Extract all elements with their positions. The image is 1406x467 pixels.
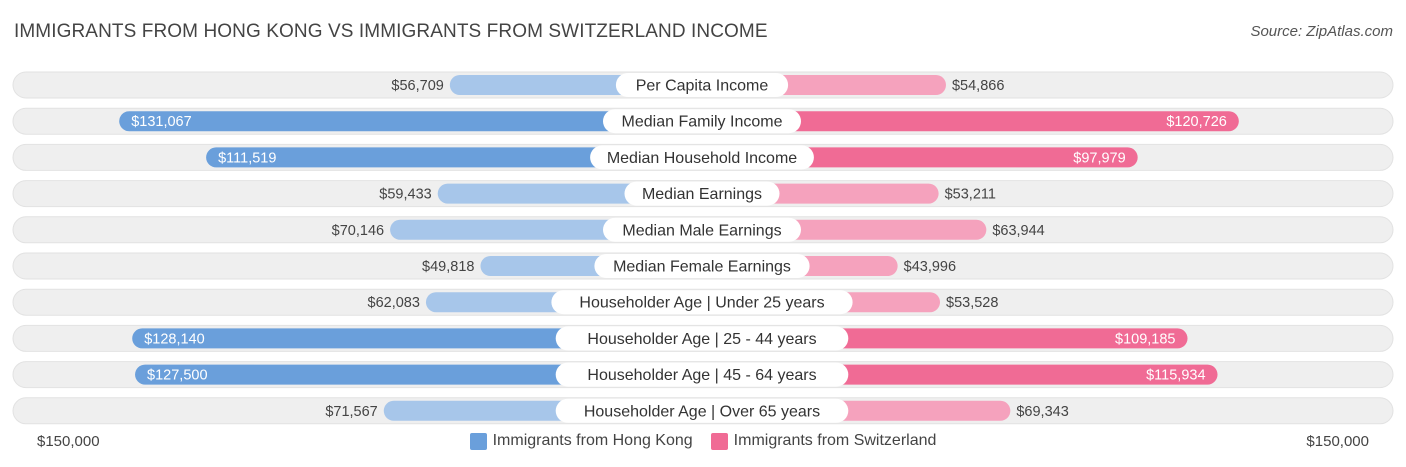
- category-label: Householder Age | 45 - 64 years: [587, 367, 816, 384]
- value-label-switzerland: $63,944: [992, 223, 1044, 239]
- value-label-switzerland: $54,866: [952, 78, 1004, 94]
- legend-swatch-hong-kong: [469, 432, 487, 450]
- category-pill: [615, 73, 789, 97]
- category-pill: [555, 362, 849, 387]
- value-label-switzerland: $69,343: [1016, 404, 1068, 420]
- value-label-switzerland: $120,726: [1166, 114, 1226, 130]
- value-label-hong-kong: $127,500: [147, 368, 207, 384]
- category-label: Median Household Income: [607, 150, 797, 167]
- category-pill: [555, 398, 849, 423]
- bar-hong-kong: [206, 147, 702, 168]
- category-label: Median Male Earnings: [622, 222, 781, 239]
- category-label: Householder Age | 25 - 44 years: [587, 331, 816, 348]
- bar-hong-kong: [119, 111, 703, 132]
- value-label-switzerland: $53,528: [946, 295, 998, 311]
- value-label-hong-kong: $128,140: [144, 331, 204, 347]
- bar-switzerland: [702, 111, 1239, 132]
- value-label-switzerland: $97,979: [1073, 150, 1125, 166]
- value-label-hong-kong: $70,146: [332, 223, 384, 239]
- value-label-switzerland: $115,934: [1146, 368, 1205, 384]
- legend-label-hong-kong: Immigrants from Hong Kong: [492, 432, 693, 449]
- legend-label-switzerland: Immigrants from Switzerland: [733, 432, 937, 449]
- value-label-hong-kong: $131,067: [131, 114, 191, 130]
- category-pill: [555, 326, 849, 351]
- category-pill: [624, 181, 780, 206]
- category-label: Median Female Earnings: [613, 259, 791, 276]
- category-pill: [603, 109, 801, 134]
- category-label: Householder Age | Over 65 years: [584, 403, 820, 420]
- chart-title: IMMIGRANTS FROM HONG KONG VS IMMIGRANTS …: [14, 21, 768, 42]
- value-label-hong-kong: $56,709: [391, 78, 443, 94]
- value-label-switzerland: $109,185: [1115, 331, 1175, 347]
- value-label-switzerland: $53,211: [945, 187, 996, 203]
- category-pill: [551, 290, 853, 315]
- axis-left-label: $150,000: [37, 433, 100, 450]
- legend-swatch-switzerland: [710, 432, 728, 450]
- category-label: Householder Age | Under 25 years: [579, 295, 824, 312]
- category-label: Median Family Income: [622, 114, 783, 131]
- legend: Immigrants from Hong Kong Immigrants fro…: [0, 432, 1406, 450]
- value-label-hong-kong: $111,519: [218, 150, 276, 166]
- legend-item-hong-kong: Immigrants from Hong Kong: [469, 432, 693, 450]
- value-label-hong-kong: $71,567: [325, 404, 377, 420]
- category-label: Per Capita Income: [636, 78, 769, 95]
- value-label-hong-kong: $49,818: [422, 259, 474, 275]
- value-label-switzerland: $43,996: [904, 259, 956, 275]
- source-note: Source: ZipAtlas.com: [1250, 23, 1393, 40]
- category-label: Median Earnings: [642, 186, 762, 203]
- category-pill: [603, 217, 801, 242]
- income-comparison-chart: $56,709 $54,866 Per Capita Income $131,067 $…: [12, 71, 1394, 425]
- legend-item-switzerland: Immigrants from Switzerland: [710, 432, 937, 450]
- category-pill: [594, 254, 810, 278]
- category-pill: [590, 145, 814, 170]
- value-label-hong-kong: $59,433: [379, 187, 431, 203]
- value-label-hong-kong: $62,083: [368, 295, 420, 311]
- axis-right-label: $150,000: [1306, 433, 1369, 450]
